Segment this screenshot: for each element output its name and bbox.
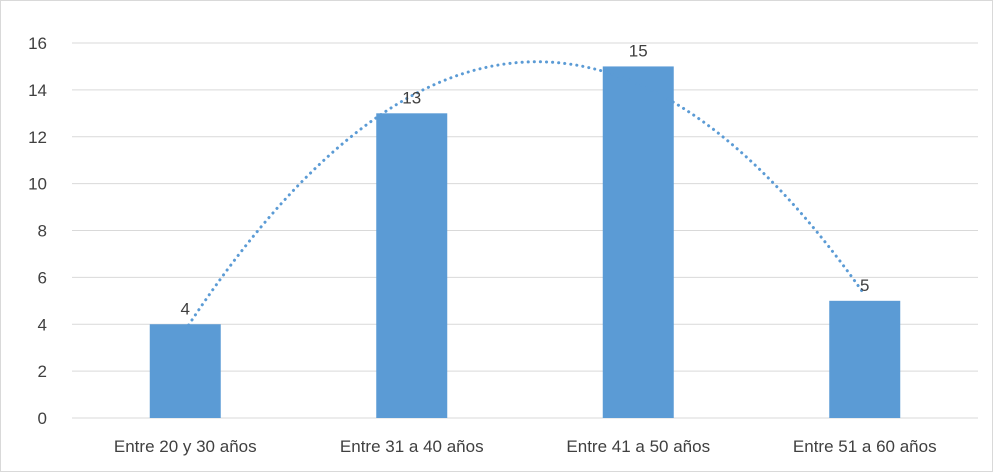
data-label: 15 [629,41,648,60]
trendline [183,60,867,332]
y-tick-label: 6 [38,268,47,287]
y-tick-label: 0 [38,409,47,428]
x-category-label: Entre 51 a 60 años [793,437,937,456]
data-label: 5 [860,276,869,295]
y-tick-label: 12 [28,128,47,147]
bar [829,300,901,418]
trendline-layer [183,60,867,332]
y-tick-label: 2 [38,362,47,381]
data-labels: 4 13 15 5 [181,41,870,318]
gridlines [72,42,978,419]
x-category-label: Entre 41 a 50 años [566,437,710,456]
x-axis-category-labels: Entre 20 y 30 años Entre 31 a 40 años Entr… [114,437,937,456]
x-category-label: Entre 31 a 40 años [340,437,484,456]
y-tick-label: 16 [28,34,47,53]
y-tick-label: 4 [38,315,47,334]
y-axis-tick-labels: 0 2 4 6 8 10 12 14 16 [28,34,47,428]
y-tick-label: 8 [38,222,47,241]
y-tick-label: 10 [28,175,47,194]
bar [602,66,674,418]
bar [376,113,448,418]
y-tick-label: 14 [28,81,47,100]
data-label: 13 [402,88,421,107]
x-category-label: Entre 20 y 30 años [114,437,257,456]
data-label: 4 [181,299,190,318]
bars [149,66,901,418]
bar [149,324,221,418]
